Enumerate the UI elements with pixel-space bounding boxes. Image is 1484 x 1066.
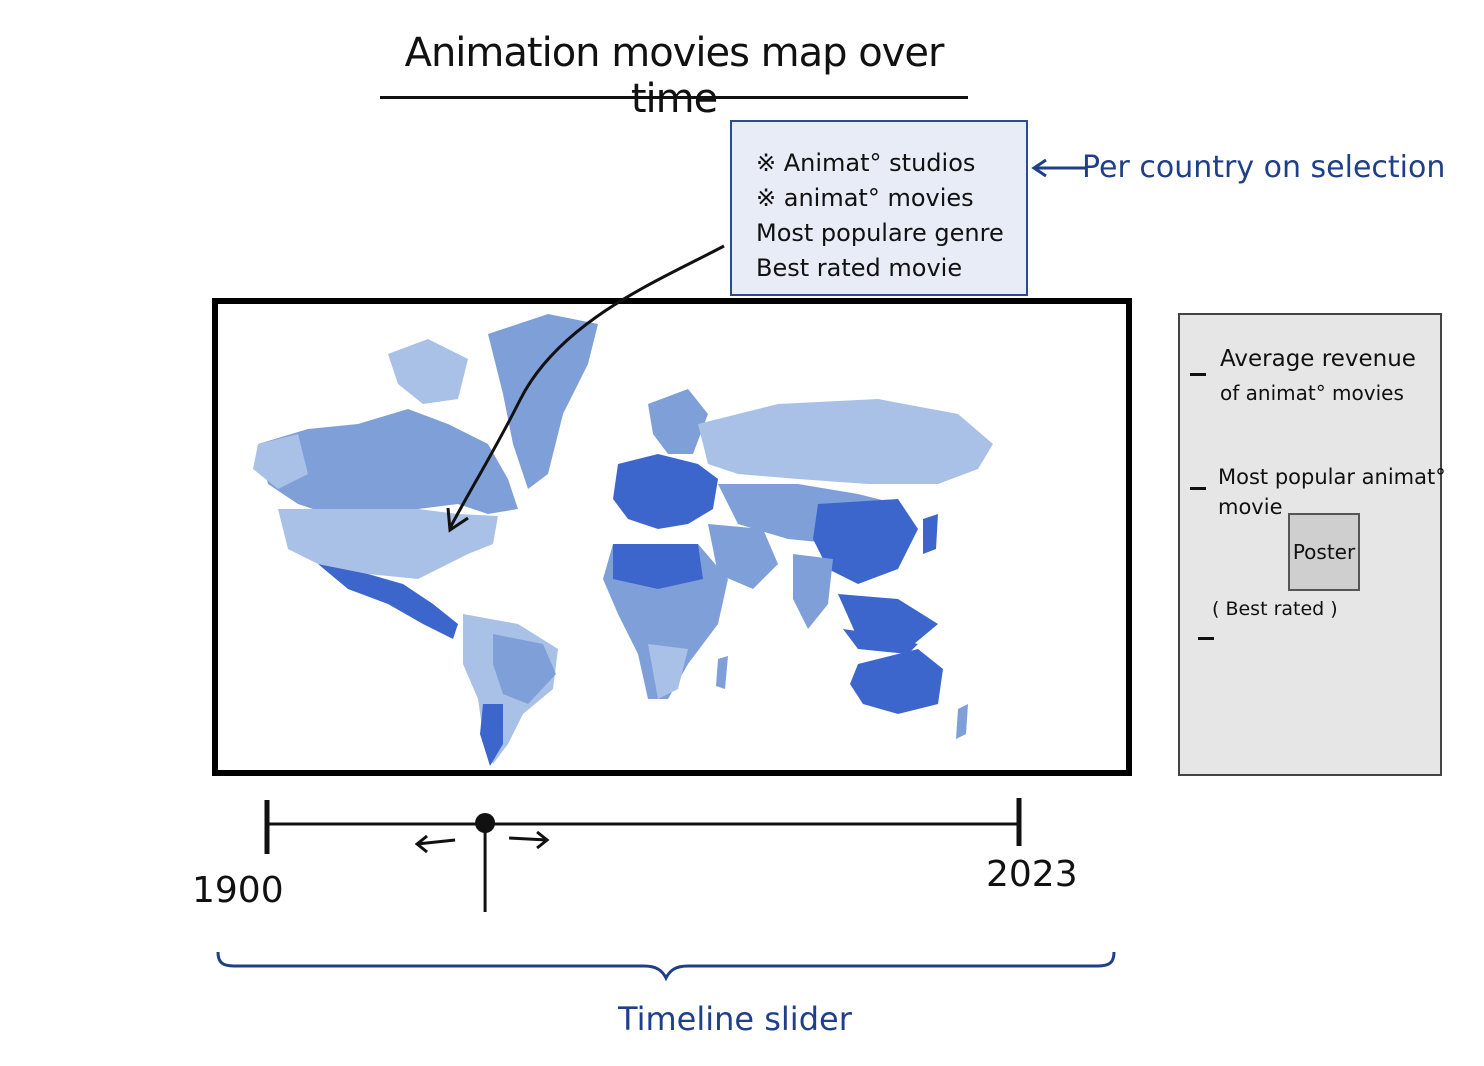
timeline-slider[interactable] [255,790,1035,920]
timeline-end-year: 2023 [986,854,1078,895]
map-canada [258,409,518,514]
poster-label: Poster [1292,540,1356,564]
map-australia [850,649,943,714]
map-greenland [488,314,598,489]
movie-poster-placeholder[interactable]: Poster [1288,513,1360,591]
map-indonesia [843,629,918,654]
map-arctic-islands [388,339,468,404]
world-map-frame[interactable] [212,298,1132,776]
map-russia [698,399,993,484]
bullet-dash [1190,487,1206,490]
timeline-brace-icon [216,951,1116,982]
tooltip-popular-genre: Most populare genre [756,219,1004,247]
tooltip-annotation: Per country on selection [1082,150,1446,185]
page-title: Animation movies map over time [404,30,945,122]
country-tooltip-box: ※ Animat° studios ※ animat° movies Most … [730,120,1028,296]
slider-handle[interactable] [475,813,496,912]
map-china [813,499,918,584]
tooltip-pointer-arrow-icon [446,244,725,533]
annotation-arrow-icon [1031,158,1086,178]
bullet-dash [1190,373,1206,376]
tooltip-best-rated: Best rated movie [756,254,963,282]
map-argentina [480,704,503,766]
avg-revenue-sublabel: of animat° movies [1220,381,1404,405]
timeline-slider-annotation: Timeline slider [618,1000,852,1038]
map-africa-south [648,644,688,699]
map-scandinavia [648,389,708,454]
title-underline [380,96,968,99]
popular-movie-sublabel: movie [1218,495,1283,519]
bullet-dash [1198,637,1214,640]
tooltip-studios-count: ※ Animat° studios [756,149,976,177]
map-japan [923,514,938,554]
slider-left-arrow-icon [414,834,456,854]
map-europe [613,454,718,529]
map-new-zealand [956,704,968,739]
map-middle-east [708,524,778,589]
map-alaska [253,434,308,489]
poster-caption: ( Best rated ) [1212,598,1338,620]
country-detail-panel: Average revenue of animat° movies Most p… [1178,313,1446,776]
map-africa-north [613,544,703,589]
avg-revenue-label: Average revenue [1220,346,1416,372]
slider-right-arrow-icon [509,830,550,850]
map-mexico [318,564,458,639]
map-madagascar [716,656,728,689]
map-brazil [493,634,556,704]
tooltip-movies-count: ※ animat° movies [756,184,974,212]
map-india [793,554,833,629]
world-map[interactable] [218,304,1126,770]
map-usa [278,509,498,579]
popular-movie-label: Most popular animat° [1218,465,1446,489]
timeline-start-year: 1900 [192,870,284,911]
